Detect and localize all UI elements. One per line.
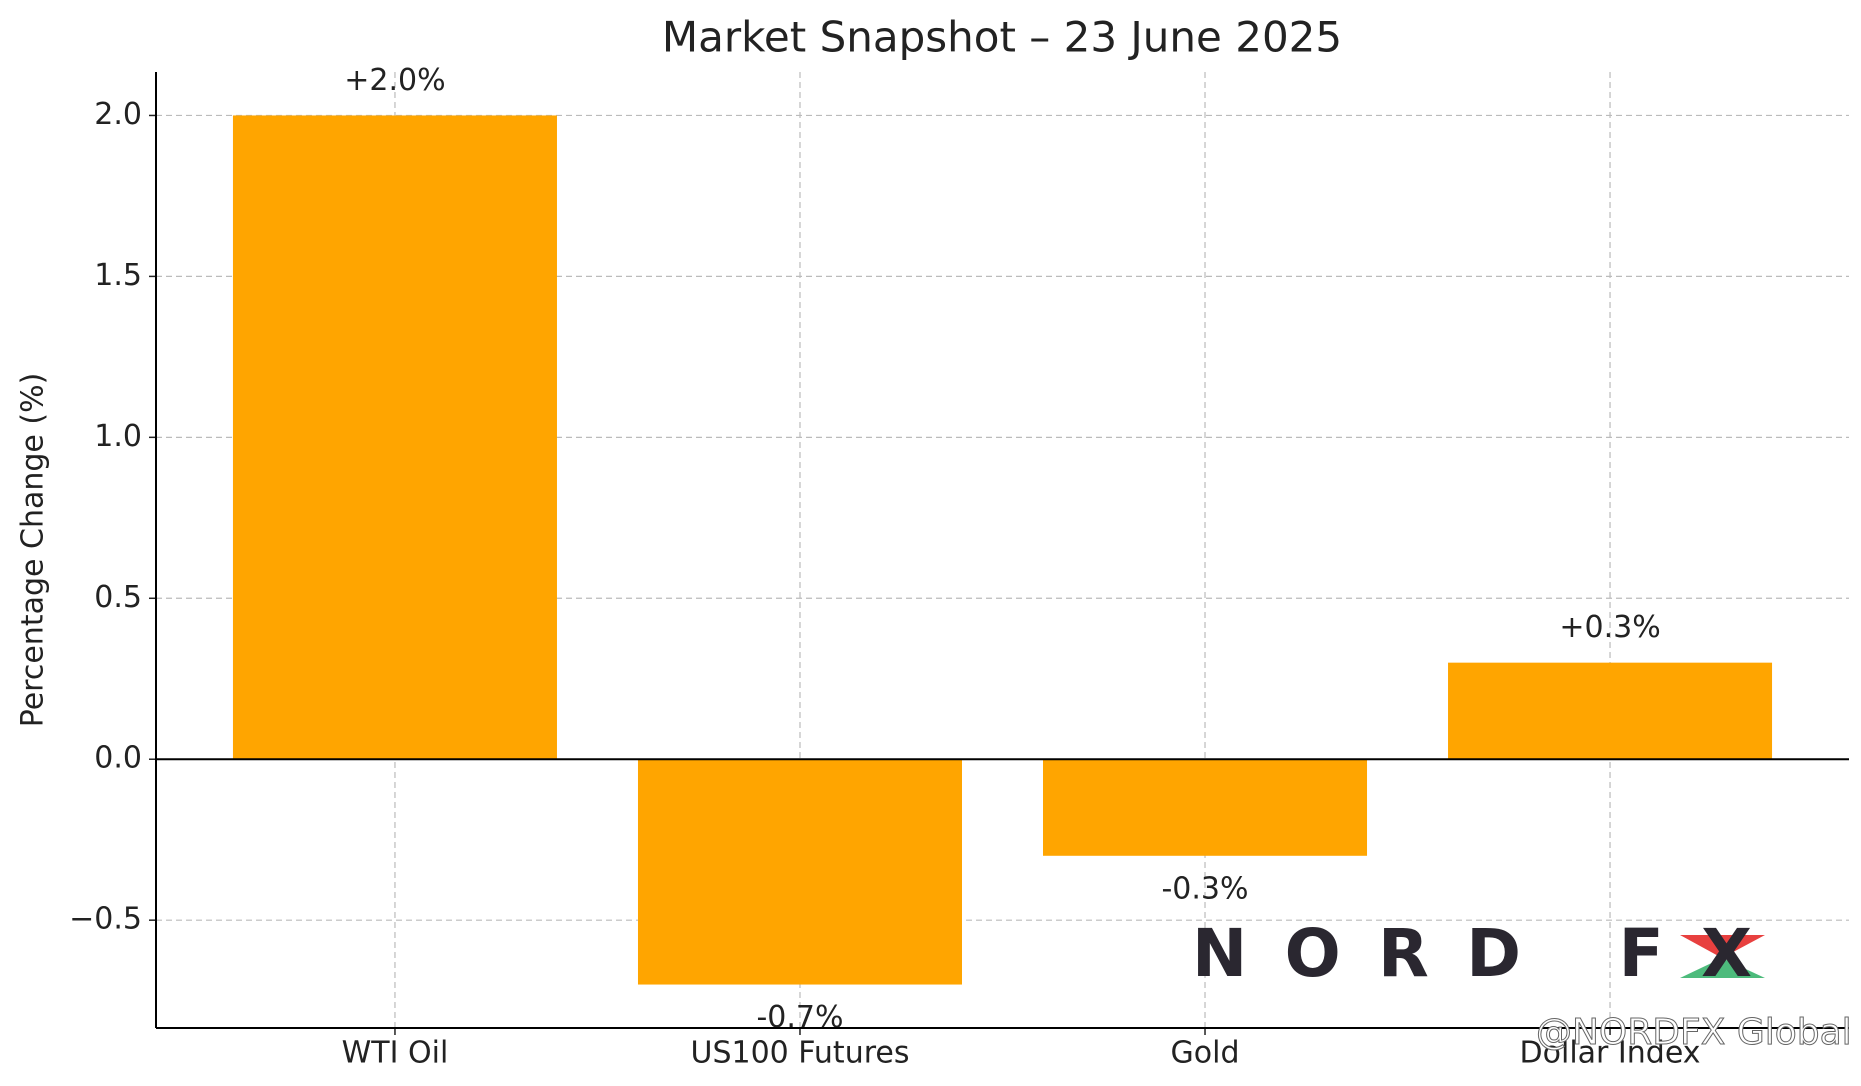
watermark-handle: @NORDFX Global [1536,1012,1852,1053]
data-label: -0.3% [1161,871,1248,906]
y-axis-label: Percentage Change (%) [16,373,51,728]
watermark-logo: NORD FX [1192,915,1762,992]
data-label: +0.3% [1559,610,1660,645]
y-tick-label: 0.5 [94,580,142,615]
x-tick-label: US100 Futures [691,1036,910,1071]
bar [232,115,557,760]
y-tick-label: 1.5 [94,258,142,293]
x-tick-label: Dollar Index [1520,1036,1701,1071]
x-tick-label: Gold [1171,1036,1240,1071]
y-tick-label: 0.0 [94,741,142,776]
chart-title: Market Snapshot – 23 June 2025 [662,13,1342,62]
logo-x-green [1680,958,1765,978]
logo-x-red [1680,935,1765,958]
bar [637,759,962,985]
data-label: +2.0% [344,63,445,98]
data-label: -0.7% [756,1000,843,1035]
y-tick-label: −0.5 [69,902,142,937]
bar [1448,662,1773,760]
x-tick-label: WTI Oil [342,1036,449,1071]
y-tick-label: 1.0 [94,419,142,454]
y-tick-label: 2.0 [94,97,142,132]
bar [1043,759,1368,856]
